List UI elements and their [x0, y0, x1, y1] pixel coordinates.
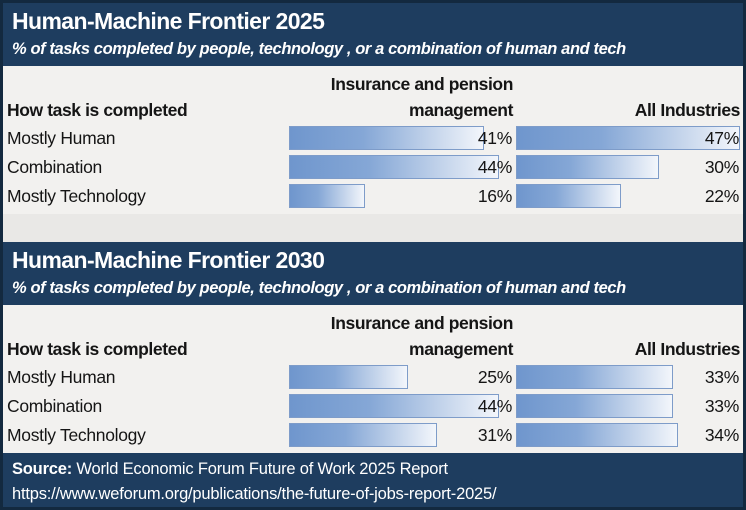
table-body: Mostly Human 41% 47% Combination 44% 30%… [7, 124, 740, 211]
data-bar [289, 394, 499, 418]
bar-cell: 16% [289, 182, 513, 211]
column-header-insurance-and-pension-management: Insurance and pension management [330, 313, 514, 359]
percent-value: 44% [477, 396, 512, 416]
percent-value: 33% [704, 396, 739, 416]
table-row: Combination 44% 33% [7, 392, 740, 421]
table-row: Mostly Technology 16% 22% [7, 182, 740, 211]
section-2030: Human-Machine Frontier 2030 % of tasks c… [3, 242, 743, 453]
sections-container: Human-Machine Frontier 2025 % of tasks c… [3, 3, 743, 453]
row-label: Combination [7, 157, 102, 177]
section-header: Human-Machine Frontier 2030 % of tasks c… [3, 242, 743, 305]
table-row: Combination 44% 30% [7, 153, 740, 182]
column-header-all-industries: All Industries [634, 339, 741, 359]
percent-value: 33% [704, 367, 739, 387]
table-header-row: How task is completed Insurance and pens… [7, 307, 740, 363]
bar-cell: 44% [289, 153, 513, 182]
data-table: How task is completed Insurance and pens… [3, 305, 743, 453]
percent-value: 30% [704, 157, 739, 177]
table-body: Mostly Human 25% 33% Combination 44% 33%… [7, 363, 740, 450]
bar-cell: 44% [289, 392, 513, 421]
row-label: Mostly Technology [7, 425, 146, 445]
footer-source-line: Source: World Economic Forum Future of W… [12, 457, 734, 482]
footer-url-line: https://www.weforum.org/publications/the… [12, 482, 734, 507]
data-bar [516, 423, 679, 447]
table-row: Mostly Human 25% 33% [7, 363, 740, 392]
table-row: Mostly Human 41% 47% [7, 124, 740, 153]
data-bar [289, 184, 366, 208]
data-bar [516, 155, 659, 179]
section-title: Human-Machine Frontier 2025 [12, 8, 325, 34]
report-url-link[interactable]: https://www.weforum.org/publications/the… [12, 485, 497, 503]
bar-cell: 41% [289, 124, 513, 153]
data-bar [289, 423, 437, 447]
data-table: How task is completed Insurance and pens… [3, 66, 743, 214]
data-bar [289, 126, 485, 150]
section-title: Human-Machine Frontier 2030 [12, 247, 325, 273]
column-header-all-industries: All Industries [634, 100, 741, 120]
percent-value: 47% [704, 128, 739, 148]
section-2025: Human-Machine Frontier 2025 % of tasks c… [3, 3, 743, 242]
percent-value: 41% [477, 128, 512, 148]
data-bar [516, 365, 674, 389]
bar-cell: 33% [516, 392, 740, 421]
row-label: Mostly Human [7, 128, 116, 148]
percent-value: 25% [477, 367, 512, 387]
bar-cell: 47% [516, 124, 740, 153]
column-header-insurance-and-pension-management: Insurance and pension management [330, 74, 514, 120]
bar-cell: 22% [516, 182, 740, 211]
data-bar [516, 184, 621, 208]
footer-source-bar: Source: World Economic Forum Future of W… [3, 453, 743, 507]
percent-value: 22% [704, 186, 739, 206]
bar-cell: 25% [289, 363, 513, 392]
column-header-how-task-is-completed: How task is completed [7, 339, 188, 359]
percent-value: 44% [477, 157, 512, 177]
row-label: Mostly Human [7, 367, 116, 387]
row-label: Combination [7, 396, 102, 416]
bar-cell: 33% [516, 363, 740, 392]
source-text: World Economic Forum Future of Work 2025… [72, 460, 448, 478]
table-row: Mostly Technology 31% 34% [7, 421, 740, 450]
data-bar [516, 126, 740, 150]
table-header-row: How task is completed Insurance and pens… [7, 68, 740, 124]
percent-value: 16% [477, 186, 512, 206]
percent-value: 31% [477, 425, 512, 445]
percent-value: 34% [704, 425, 739, 445]
data-bar [516, 394, 674, 418]
section-gap [3, 214, 743, 242]
data-bar [289, 155, 499, 179]
row-label: Mostly Technology [7, 186, 146, 206]
column-header-how-task-is-completed: How task is completed [7, 100, 188, 120]
section-header: Human-Machine Frontier 2025 % of tasks c… [3, 3, 743, 66]
bar-cell: 34% [516, 421, 740, 450]
bar-cell: 30% [516, 153, 740, 182]
section-subtitle: % of tasks completed by people, technolo… [12, 279, 626, 297]
section-subtitle: % of tasks completed by people, technolo… [12, 40, 626, 58]
bar-cell: 31% [289, 421, 513, 450]
source-label: Source: [12, 460, 73, 478]
data-bar [289, 365, 409, 389]
